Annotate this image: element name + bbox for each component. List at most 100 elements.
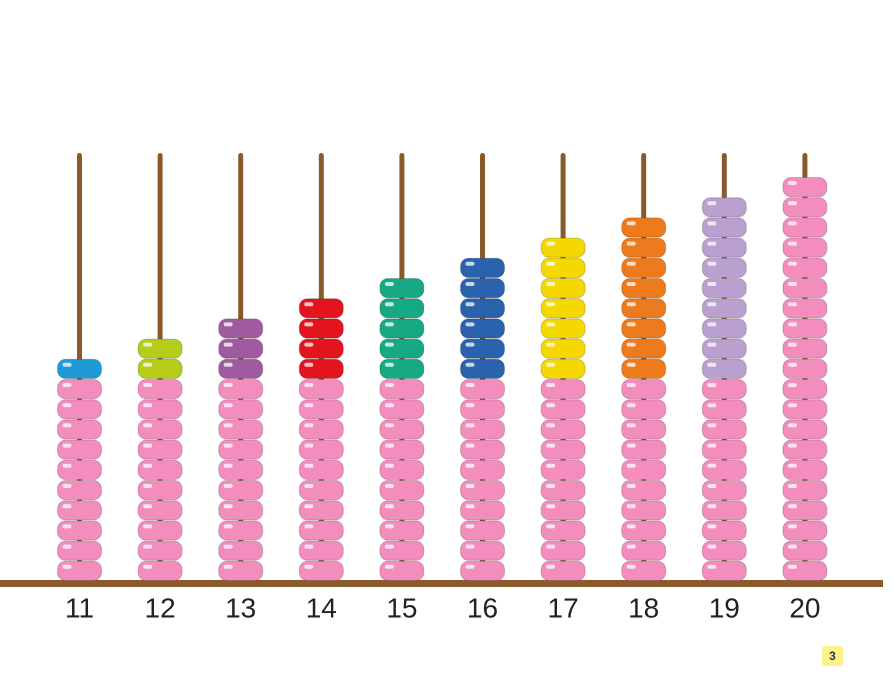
bead: [782, 480, 828, 501]
bead-body: [460, 278, 505, 299]
bead: [379, 318, 425, 339]
bead: [621, 237, 667, 258]
bead-body: [460, 338, 505, 359]
bead-highlight: [787, 484, 797, 488]
bead-highlight: [626, 302, 636, 307]
bead-highlight: [223, 524, 233, 529]
bead-body: [621, 237, 667, 258]
bead-body: [218, 399, 264, 420]
column-label: 14: [306, 592, 337, 623]
bead-highlight: [787, 524, 797, 529]
bead-highlight: [626, 241, 636, 246]
bead-body: [379, 318, 425, 339]
bead: [298, 500, 344, 521]
bead: [298, 520, 344, 541]
bead-highlight: [143, 383, 153, 387]
bead: [701, 298, 747, 319]
bead-body: [540, 338, 586, 359]
bead-body: [540, 480, 586, 501]
bead-body: [701, 560, 747, 581]
bead: [701, 520, 747, 541]
bead-body: [701, 197, 747, 218]
bead: [782, 540, 828, 561]
bead-body: [379, 278, 425, 299]
bead-highlight: [143, 403, 153, 408]
bead-highlight: [707, 362, 717, 367]
bead-highlight: [546, 322, 556, 327]
bead-highlight: [546, 241, 556, 246]
bead-highlight: [707, 221, 717, 226]
bead: [137, 520, 183, 541]
bead-highlight: [62, 544, 72, 549]
bead-body: [460, 480, 505, 501]
bead: [540, 439, 586, 460]
bead-highlight: [465, 322, 475, 327]
bead-body: [460, 540, 505, 561]
bead-body: [782, 217, 828, 238]
bead-highlight: [787, 423, 797, 428]
bead-highlight: [384, 443, 394, 448]
bead-body: [298, 560, 344, 581]
page-number: 3: [829, 649, 836, 663]
bead-highlight: [384, 383, 394, 387]
bead-highlight: [787, 443, 797, 448]
bead-body: [218, 500, 264, 521]
bead-highlight: [546, 403, 556, 408]
bead-body: [379, 338, 425, 359]
bead-highlight: [223, 484, 233, 488]
bead-body: [379, 298, 425, 319]
bead-body: [57, 439, 102, 460]
bead: [379, 298, 425, 319]
bead-highlight: [384, 302, 394, 307]
bead-highlight: [223, 564, 233, 569]
bead-body: [701, 257, 747, 278]
bead-highlight: [62, 524, 72, 529]
bead-highlight: [62, 403, 72, 408]
bead: [57, 459, 102, 480]
bead-body: [57, 540, 102, 561]
bead: [57, 520, 102, 541]
bead: [379, 500, 425, 521]
bead-highlight: [787, 504, 797, 509]
bead-highlight: [465, 302, 475, 307]
bead-body: [701, 338, 747, 359]
bead-body: [782, 560, 828, 581]
bead: [621, 399, 667, 420]
bead: [782, 177, 828, 198]
bead-body: [460, 459, 505, 480]
bead: [298, 298, 344, 319]
bead: [298, 439, 344, 460]
bead-highlight: [143, 342, 153, 347]
bead: [379, 459, 425, 480]
column-label: 20: [789, 592, 820, 623]
bead: [540, 520, 586, 541]
bead-highlight: [304, 524, 314, 529]
bead: [782, 237, 828, 258]
bead-body: [782, 480, 828, 501]
bead-highlight: [465, 423, 475, 428]
bead-highlight: [787, 241, 797, 246]
bead-highlight: [62, 463, 72, 468]
bead-body: [540, 540, 586, 561]
bead-body: [218, 358, 264, 379]
bead-highlight: [626, 423, 636, 428]
bead: [218, 560, 264, 581]
bead: [379, 540, 425, 561]
bead-highlight: [626, 383, 636, 387]
bead: [57, 419, 102, 440]
bead-highlight: [384, 504, 394, 509]
bead-highlight: [707, 302, 717, 307]
bead-highlight: [62, 504, 72, 509]
bead: [218, 540, 264, 561]
bead-body: [701, 237, 747, 258]
bead-highlight: [465, 463, 475, 468]
bead-highlight: [546, 564, 556, 569]
bead-body: [621, 358, 667, 379]
bead: [298, 459, 344, 480]
bead: [298, 560, 344, 581]
bead: [460, 500, 505, 521]
bead: [379, 379, 425, 400]
bead-body: [298, 399, 344, 420]
bead-body: [782, 338, 828, 359]
bead-body: [540, 520, 586, 541]
